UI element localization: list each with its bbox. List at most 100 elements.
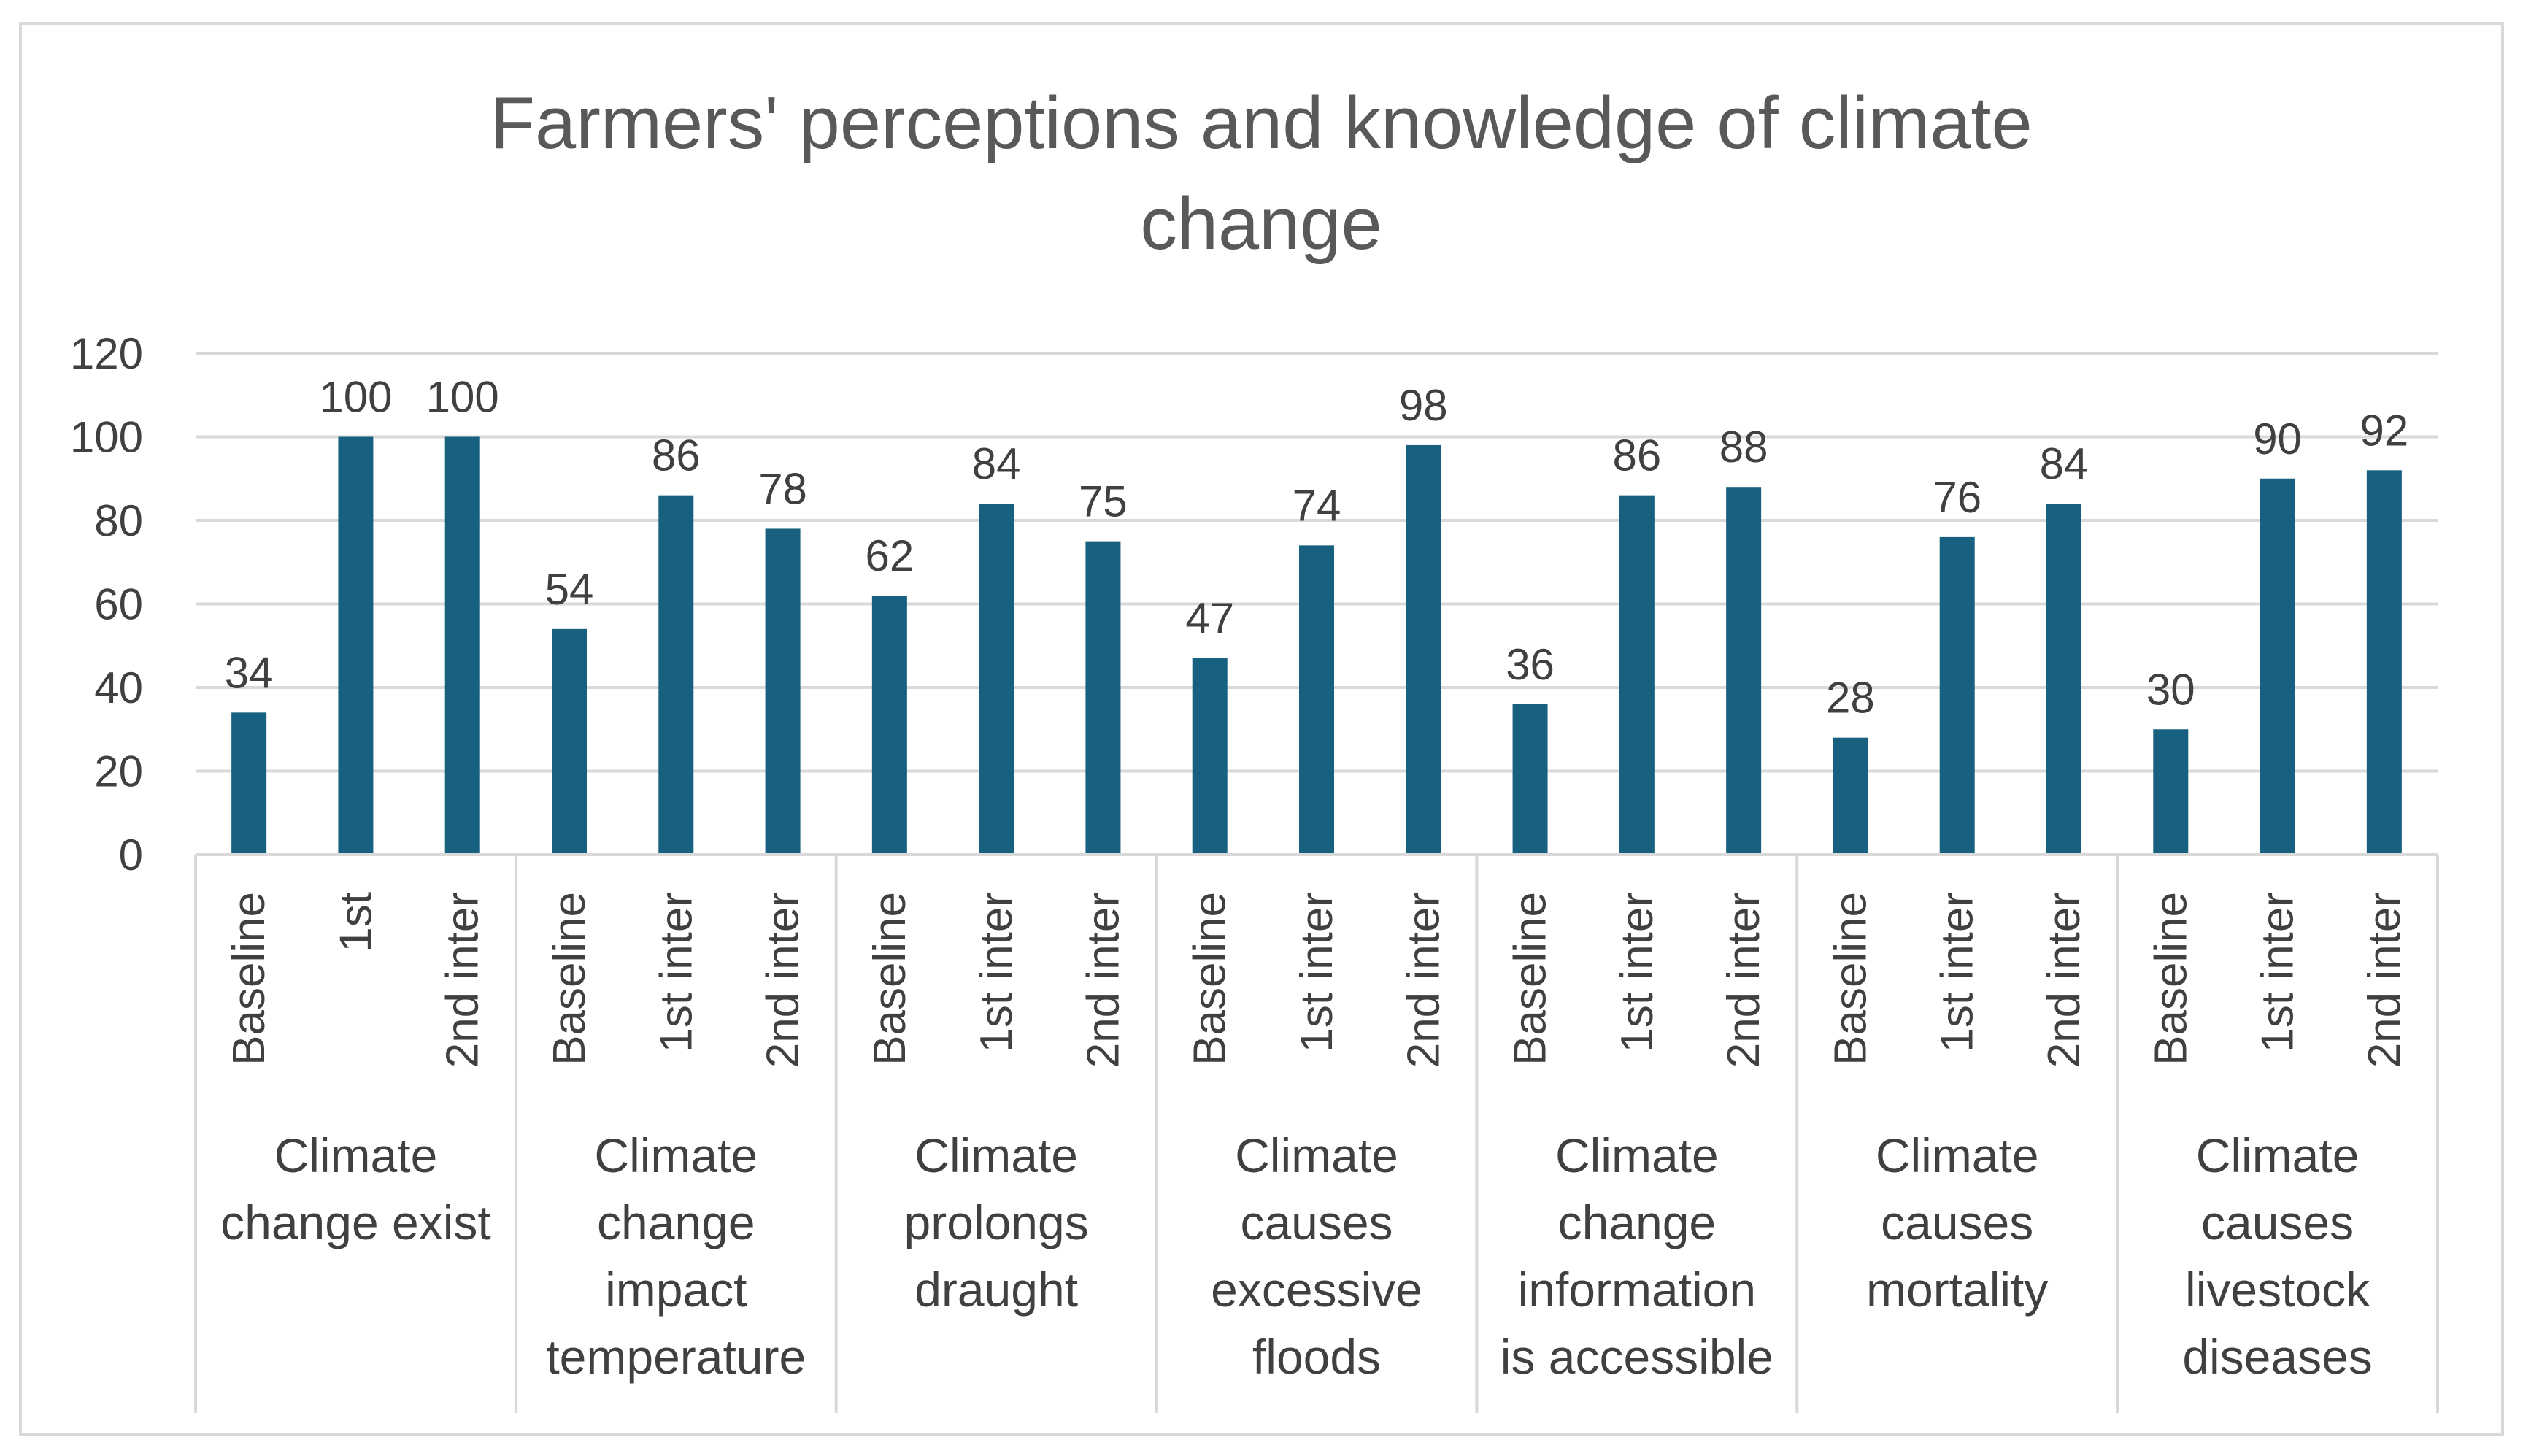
y-axis-ticks: 0 20 40 60 80 100 120 [70, 329, 143, 879]
group-label-line: change [1558, 1195, 1717, 1249]
x-tick-label: 2nd inter [2039, 892, 2089, 1068]
data-label: 90 [2253, 415, 2302, 463]
bar [1833, 737, 1868, 855]
group-label-line: draught [914, 1263, 1078, 1317]
x-tick-label: Baseline [544, 892, 595, 1066]
data-label: 28 [1826, 674, 1875, 723]
bar [338, 436, 374, 855]
group-label-line: Climate [594, 1128, 758, 1182]
group-label-line: livestock [2185, 1263, 2370, 1317]
x-axis [194, 853, 2439, 1413]
data-label: 78 [758, 464, 807, 513]
bar [2260, 478, 2295, 855]
data-label: 30 [2146, 665, 2195, 714]
chart-title-line-2: change [1140, 183, 1382, 265]
bar [444, 436, 480, 855]
x-tick-label: Baseline [224, 892, 274, 1066]
x-tick-label: 1st inter [2253, 892, 2303, 1053]
x-axis-group-labels: Climate change exist Climate change impact te… [220, 1128, 2373, 1384]
bar [231, 712, 267, 855]
data-label: 36 [1506, 640, 1555, 689]
x-tick-label: 1st inter [1612, 892, 1663, 1053]
bars [231, 436, 2402, 855]
bar [765, 528, 801, 855]
y-tick-label: 60 [94, 580, 143, 629]
group-label-line: Climate [274, 1128, 438, 1182]
x-tick-label: 1st [331, 892, 381, 952]
x-tick-label: 1st inter [651, 892, 701, 1053]
data-label: 54 [545, 565, 594, 614]
x-tick-label: 2nd inter [1719, 892, 1769, 1068]
bar [1085, 541, 1121, 855]
bar [658, 495, 694, 855]
x-tick-label: 1st inter [1933, 892, 1983, 1053]
group-label-line: Climate [1235, 1128, 1398, 1182]
data-label: 100 [426, 373, 499, 422]
group-label-line: Climate [914, 1128, 1078, 1182]
data-label: 75 [1079, 477, 1128, 526]
data-label: 74 [1293, 481, 1341, 530]
bar [979, 504, 1014, 855]
group-label-line: Climate [1555, 1128, 1719, 1182]
bar [1299, 545, 1334, 855]
data-label: 34 [225, 648, 274, 697]
x-tick-label: Baseline [1506, 892, 1556, 1066]
group-label-line: Climate [2196, 1128, 2360, 1182]
bar [1726, 487, 1762, 855]
data-label: 84 [2040, 439, 2089, 488]
group-label-line: Climate [1876, 1128, 2039, 1182]
group-label-line: information [1518, 1263, 1757, 1317]
data-label: 76 [1933, 473, 1981, 522]
x-tick-label: 1st inter [1292, 892, 1342, 1053]
y-tick-label: 40 [94, 663, 143, 712]
group-label-line: change exist [220, 1195, 491, 1249]
x-tick-label: Baseline [1825, 892, 1876, 1066]
x-tick-label: Baseline [865, 892, 915, 1066]
data-label: 92 [2360, 406, 2408, 455]
group-label-line: diseases [2182, 1330, 2373, 1384]
bar [1619, 495, 1655, 855]
group-label-line: causes [2201, 1195, 2354, 1249]
x-axis-category-labels: Baseline 1st 2nd inter Baseline 1st inter 2nd… [224, 892, 2410, 1068]
group-label-line: change [597, 1195, 755, 1249]
data-labels: 34 100 100 54 86 78 62 84 75 47 74 98 36 86 88 28 76 84 30… [225, 373, 2408, 723]
group-label-line: causes [1240, 1195, 1393, 1249]
data-label: 88 [1719, 423, 1768, 471]
y-tick-label: 0 [119, 831, 143, 879]
chart-title-line-1: Farmers' perceptions and knowledge of cl… [490, 82, 2032, 164]
bar [1939, 536, 1975, 855]
y-tick-label: 100 [70, 413, 143, 462]
group-label-line: prolongs [904, 1195, 1089, 1249]
group-label-line: mortality [1866, 1263, 2048, 1317]
group-label-line: floods [1252, 1330, 1381, 1384]
x-tick-label: 2nd inter [758, 892, 809, 1068]
bar [2046, 504, 2081, 855]
bar [1192, 658, 1228, 855]
bar [1512, 704, 1548, 855]
y-tick-label: 120 [70, 329, 143, 378]
bar [2153, 729, 2189, 855]
x-tick-label: 1st inter [971, 892, 1022, 1053]
x-tick-label: 2nd inter [2360, 892, 2410, 1068]
x-tick-label: Baseline [1185, 892, 1236, 1066]
group-label-line: causes [1881, 1195, 2033, 1249]
y-tick-label: 80 [94, 496, 143, 545]
chart-frame [19, 22, 2504, 1436]
group-label-line: impact [605, 1263, 747, 1317]
bar [2366, 470, 2402, 855]
group-label-line: excessive [1211, 1263, 1422, 1317]
data-label: 84 [972, 439, 1021, 488]
y-tick-label: 20 [94, 747, 143, 796]
data-label: 86 [652, 431, 701, 480]
data-label: 47 [1185, 594, 1234, 643]
data-label: 100 [319, 373, 392, 422]
group-label-line: temperature [546, 1330, 806, 1384]
bar [552, 628, 587, 855]
x-tick-label: Baseline [2146, 892, 2196, 1066]
chart-title: Farmers' perceptions and knowledge of cl… [490, 82, 2032, 265]
group-label-line: is accessible [1501, 1330, 1773, 1384]
bar [1406, 444, 1441, 855]
x-tick-label: 2nd inter [438, 892, 488, 1068]
x-tick-label: 2nd inter [1078, 892, 1128, 1068]
